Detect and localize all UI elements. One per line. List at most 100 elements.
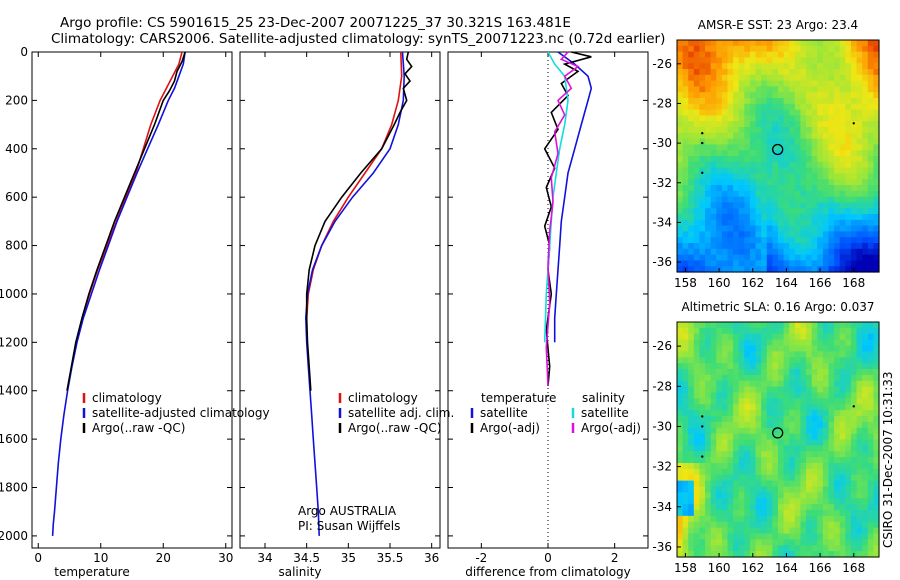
heatmap-cell xyxy=(800,243,807,250)
heatmap-cell xyxy=(677,369,684,376)
heatmap-cell xyxy=(862,327,869,335)
heatmap-cell xyxy=(682,339,689,347)
heatmap-cell xyxy=(862,167,869,174)
heatmap-cell xyxy=(772,74,779,82)
heatmap-cell xyxy=(789,98,796,105)
heatmap-cell xyxy=(834,57,841,64)
heatmap-cell xyxy=(749,156,757,163)
heatmap-cell xyxy=(867,150,874,157)
heatmap-cell xyxy=(733,121,740,128)
heatmap-cell xyxy=(749,539,757,546)
heatmap-cell xyxy=(789,40,796,47)
heatmap-cell xyxy=(710,398,717,405)
heatmap-cell xyxy=(772,510,779,517)
heatmap-cell xyxy=(705,533,712,540)
heatmap-cell xyxy=(811,545,818,552)
heatmap-cell xyxy=(778,369,785,376)
heatmap-cell xyxy=(794,266,802,273)
heatmap-cell xyxy=(755,69,762,76)
heatmap-cell xyxy=(727,231,734,238)
heatmap-cell xyxy=(688,492,695,499)
heatmap-cell xyxy=(682,127,689,134)
heatmap-cell xyxy=(705,132,712,140)
heatmap-cell xyxy=(778,214,785,221)
heatmap-cell xyxy=(727,374,734,382)
heatmap-cell xyxy=(811,404,818,411)
heatmap-cell xyxy=(721,40,729,47)
heatmap-cell xyxy=(705,92,712,99)
heatmap-cell xyxy=(862,398,869,405)
heatmap-cell xyxy=(778,416,785,423)
heatmap-cell xyxy=(873,416,880,423)
heatmap-cell xyxy=(705,421,712,429)
heatmap-cell xyxy=(783,433,790,441)
heatmap-cell xyxy=(834,445,841,452)
heatmap-cell xyxy=(834,474,841,482)
heatmap-cell xyxy=(789,363,796,370)
heatmap-cell xyxy=(682,45,689,53)
heatmap-cell xyxy=(783,392,790,399)
heatmap-cell xyxy=(778,468,785,476)
heatmap-cell xyxy=(839,374,846,382)
heatmap-cell xyxy=(856,451,863,458)
heatmap-cell xyxy=(822,369,830,376)
legend-label: satellite adj. clim. xyxy=(348,406,454,420)
heatmap-cell xyxy=(839,527,846,535)
heatmap-cell xyxy=(716,392,723,399)
heatmap-cell xyxy=(755,219,762,227)
heatmap-cell xyxy=(789,138,796,145)
heatmap-cell xyxy=(699,421,706,429)
heatmap-cell xyxy=(693,219,701,227)
heatmap-cell xyxy=(744,545,751,552)
heatmap-cell xyxy=(738,92,745,99)
heatmap-cell xyxy=(693,404,701,411)
heatmap-cell xyxy=(705,45,712,53)
heatmap-cell xyxy=(744,202,751,209)
heatmap-cell xyxy=(772,254,779,261)
heatmap-cell xyxy=(682,121,689,128)
heatmap-cell xyxy=(761,533,768,540)
heatmap-cell xyxy=(699,57,706,64)
heatmap-cell xyxy=(727,451,734,458)
heatmap-cell xyxy=(705,196,712,203)
heatmap-cell xyxy=(766,539,773,546)
heatmap-cell xyxy=(828,416,835,423)
heatmap-cell xyxy=(744,416,751,423)
heatmap-cell xyxy=(761,369,768,376)
heatmap-cell xyxy=(749,86,757,93)
heatmap-cell xyxy=(761,445,768,452)
heatmap-cell xyxy=(822,167,830,174)
heatmap-cell xyxy=(766,190,773,198)
heatmap-cell xyxy=(749,254,757,261)
heatmap-cell xyxy=(772,231,779,238)
heatmap-cell xyxy=(761,551,768,558)
heatmap-cell xyxy=(727,179,734,186)
heatmap-cell xyxy=(688,374,695,382)
heatmap-cell xyxy=(873,74,880,82)
heatmap-cell xyxy=(716,260,723,267)
heatmap-cell xyxy=(727,345,734,352)
heatmap-cell xyxy=(800,196,807,203)
heatmap-cell xyxy=(705,86,712,93)
heatmap-cell xyxy=(721,322,729,329)
heatmap-cell xyxy=(688,445,695,452)
heatmap-cell xyxy=(721,161,729,169)
heatmap-cell xyxy=(850,231,858,238)
heatmap-cell xyxy=(834,351,841,358)
y-tick-label: 1400 xyxy=(0,384,28,398)
heatmap-cell xyxy=(794,202,802,209)
heatmap-cell xyxy=(811,539,818,546)
heatmap-cell xyxy=(856,98,863,105)
heatmap-cell xyxy=(828,333,835,341)
heatmap-cell xyxy=(845,457,852,464)
heatmap-cell xyxy=(873,404,880,411)
heatmap-cell xyxy=(733,551,740,558)
heatmap-cell xyxy=(733,374,740,382)
heatmap-cell xyxy=(839,156,846,163)
heatmap-cell xyxy=(727,115,734,122)
heatmap-cell xyxy=(817,533,824,540)
heatmap-cell xyxy=(699,45,706,53)
heatmap-cell xyxy=(727,254,734,261)
heatmap-cell xyxy=(845,185,852,192)
heatmap-cell xyxy=(766,363,773,370)
